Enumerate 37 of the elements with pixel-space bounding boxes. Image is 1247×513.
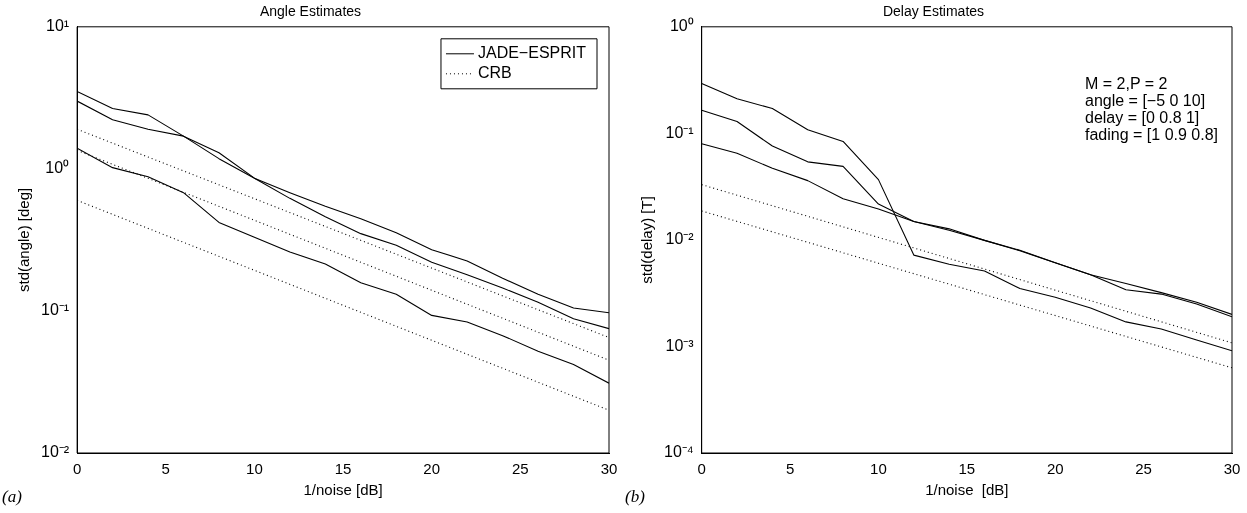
y-tick-label: 10⁰: [669, 17, 694, 35]
y-tick-label: 10¹: [46, 17, 70, 35]
y-tick-label: 10⁻¹: [665, 123, 694, 141]
x-tick-label: 25: [512, 460, 529, 478]
legend-label: JADE−ESPRIT: [477, 44, 587, 62]
x-axis-title: 1/noise [dB]: [925, 481, 1009, 499]
y-tick-label: 10⁻²: [665, 230, 695, 248]
x-tick-label: 20: [423, 460, 441, 478]
x-tick-label: 15: [334, 460, 352, 478]
chart-title: Delay Estimates: [882, 3, 985, 20]
y-tick-label: 10⁻²: [41, 443, 70, 461]
chart-title: Angle Estimates: [259, 3, 362, 20]
x-tick-label: 10: [870, 460, 887, 478]
annotation: delay = [0 0.8 1]: [1085, 109, 1200, 127]
y-axis-title: std(delay) [T]: [638, 196, 656, 284]
x-tick-label: 0: [697, 460, 706, 478]
x-tick-label: 25: [1135, 460, 1152, 478]
x-tick-label: 20: [1046, 460, 1064, 478]
x-tick-label: 30: [600, 460, 618, 478]
annotation: M = 2,P = 2: [1085, 75, 1168, 93]
annotation: angle = [−5 0 10]: [1085, 92, 1206, 110]
x-tick-label: 5: [785, 460, 795, 478]
x-tick-label: 5: [161, 460, 170, 478]
legend-label: CRB: [477, 64, 512, 82]
text: (a): [2, 487, 22, 507]
y-axis-title: std(angle) [deg]: [15, 187, 33, 293]
y-tick-label: 10⁰: [45, 159, 70, 177]
x-tick-label: 15: [958, 460, 976, 478]
x-tick-label: 10: [246, 460, 263, 478]
y-tick-label: 10⁻⁴: [664, 443, 694, 461]
annotation: fading = [1 0.9 0.8]: [1085, 126, 1219, 144]
text: (b): [625, 487, 645, 507]
x-tick-label: 0: [72, 460, 82, 478]
x-tick-label: 30: [1223, 460, 1241, 478]
y-tick-label: 10⁻¹: [41, 301, 70, 319]
x-axis-title: 1/noise [dB]: [303, 481, 383, 499]
y-tick-label: 10⁻³: [665, 336, 695, 354]
